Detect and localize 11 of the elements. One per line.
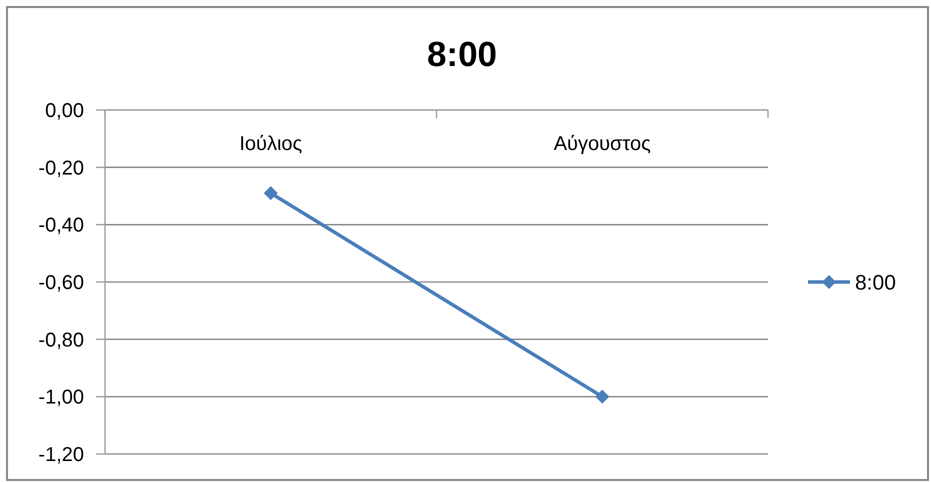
x-tick-label: Αύγουστος	[554, 133, 652, 155]
y-tick-label: -0,20	[38, 157, 84, 180]
y-tick-label: -1,00	[38, 386, 84, 409]
y-tick-label: -0,60	[38, 272, 84, 294]
x-tick-label: Ιούλιος	[239, 133, 303, 155]
chart-title: 8:00	[426, 35, 498, 74]
legend-label: 8:00	[855, 271, 896, 294]
y-tick-label: -0,40	[38, 214, 84, 237]
y-tick-label: 0,00	[45, 100, 84, 122]
y-tick-label: -1,20	[38, 444, 84, 466]
y-tick-label: -0,80	[38, 329, 84, 352]
